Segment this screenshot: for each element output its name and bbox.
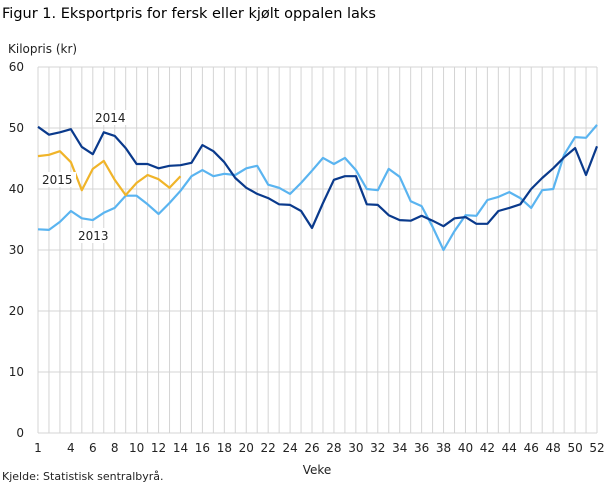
y-tick-label: 10 <box>9 365 24 379</box>
x-tick-label: 4 <box>67 441 75 455</box>
x-tick-label: 6 <box>89 441 97 455</box>
x-tick-label: 46 <box>524 441 539 455</box>
series-label-bg <box>76 228 112 243</box>
x-tick-label: 50 <box>567 441 582 455</box>
series-line-2013 <box>37 124 598 252</box>
series-label-bg <box>40 172 76 187</box>
chart-title: Figur 1. Eksportpris for fersk eller kjø… <box>2 6 376 22</box>
source-note: Kjelde: Statistisk sentralbyrå. <box>2 470 164 483</box>
y-tick-label: 60 <box>9 60 24 74</box>
x-tick-label: 28 <box>326 441 341 455</box>
y-axis-label: Kilopris (kr) <box>8 42 78 56</box>
series-label-2013: 2013 <box>78 229 109 243</box>
x-tick-label: 32 <box>370 441 385 455</box>
series-line-2015 <box>37 150 182 197</box>
x-tick-label: 14 <box>173 441 188 455</box>
x-tick-label: 44 <box>502 441 517 455</box>
x-tick-label: 34 <box>392 441 407 455</box>
x-tick-label: 1 <box>34 441 42 455</box>
x-axis-label: Veke <box>303 463 332 477</box>
x-tick-label: 22 <box>261 441 276 455</box>
x-tick-label: 30 <box>348 441 363 455</box>
x-tick-label: 52 <box>589 441 604 455</box>
series-label-2014: 2014 <box>95 111 126 125</box>
x-tick-label: 26 <box>304 441 319 455</box>
x-tick-label: 12 <box>151 441 166 455</box>
x-tick-label: 40 <box>458 441 473 455</box>
x-tick-label: 24 <box>282 441 297 455</box>
x-tick-label: 20 <box>239 441 254 455</box>
y-tick-label: 40 <box>9 182 24 196</box>
y-tick-label: 50 <box>9 121 24 135</box>
x-tick-label: 10 <box>129 441 144 455</box>
x-tick-label: 36 <box>414 441 429 455</box>
series-label-bg <box>93 110 129 125</box>
y-tick-label: 0 <box>16 426 24 440</box>
y-tick-label: 20 <box>9 304 24 318</box>
x-tick-label: 48 <box>546 441 561 455</box>
x-tick-label: 42 <box>480 441 495 455</box>
y-tick-label: 30 <box>9 243 24 257</box>
x-tick-label: 38 <box>436 441 451 455</box>
x-tick-label: 16 <box>195 441 210 455</box>
series-line-2014 <box>37 125 599 230</box>
x-tick-label: 8 <box>111 441 119 455</box>
series-label-2015: 2015 <box>42 173 73 187</box>
x-tick-label: 18 <box>217 441 232 455</box>
